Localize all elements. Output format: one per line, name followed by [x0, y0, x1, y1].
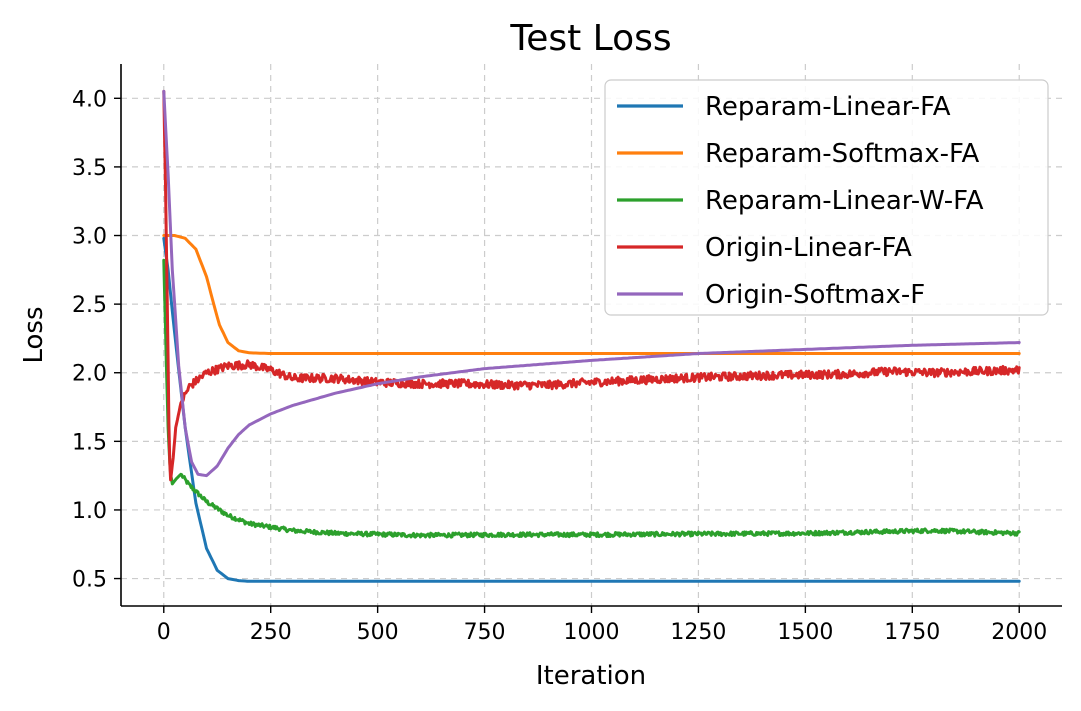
series-line-reparam-linear-w-fa: [162, 258, 1021, 539]
legend-label-origin-linear-fa: Origin-Linear-FA: [705, 233, 912, 263]
x-tick-label: 1250: [670, 620, 726, 645]
x-axis-title: Iteration: [536, 661, 646, 691]
x-tick-label: 750: [464, 620, 506, 645]
x-ticks: 0 250 500 750 1000 1250 1500 1750 2000: [157, 606, 1047, 645]
series-line-reparam-linear-fa: [162, 236, 1021, 583]
series-line-origin-linear-fa: [162, 89, 1021, 482]
x-tick-label: 0: [157, 620, 171, 645]
x-tick-label: 1000: [564, 620, 620, 645]
legend-box: [604, 79, 1049, 316]
y-ticks: 0.5 1.0 1.5 2.0 2.5 3.0 3.5 4.0: [72, 87, 121, 593]
y-tick-label: 1.0: [72, 499, 107, 524]
series-line-origin-softmax-f: [162, 89, 1021, 478]
series-layer: [162, 89, 1021, 583]
x-tick-label: 500: [357, 620, 399, 645]
series-line-reparam-softmax-fa: [162, 234, 1021, 355]
x-tick-label: 2000: [991, 620, 1047, 645]
y-tick-label: 3.0: [72, 225, 107, 250]
y-tick-label: 3.5: [72, 156, 107, 181]
legend-label-origin-softmax-f: Origin-Softmax-F: [705, 280, 925, 310]
y-tick-label: 2.0: [72, 362, 107, 387]
x-tick-label: 1750: [884, 620, 940, 645]
legend: Reparam-Linear-FA Reparam-Softmax-FA Repar…: [604, 79, 1049, 316]
y-tick-label: 4.0: [72, 87, 107, 112]
y-tick-label: 1.5: [72, 430, 107, 455]
y-tick-label: 0.5: [72, 568, 107, 593]
legend-label-reparam-softmax-fa: Reparam-Softmax-FA: [705, 139, 980, 169]
legend-label-reparam-linear-w-fa: Reparam-Linear-W-FA: [705, 186, 984, 216]
y-tick-label: 2.5: [72, 293, 107, 318]
x-tick-label: 1500: [777, 620, 833, 645]
y-axis-title: Loss: [19, 306, 49, 363]
x-tick-label: 250: [250, 620, 292, 645]
legend-label-reparam-linear-fa: Reparam-Linear-FA: [705, 92, 951, 122]
chart-title: Test Loss: [509, 18, 671, 59]
